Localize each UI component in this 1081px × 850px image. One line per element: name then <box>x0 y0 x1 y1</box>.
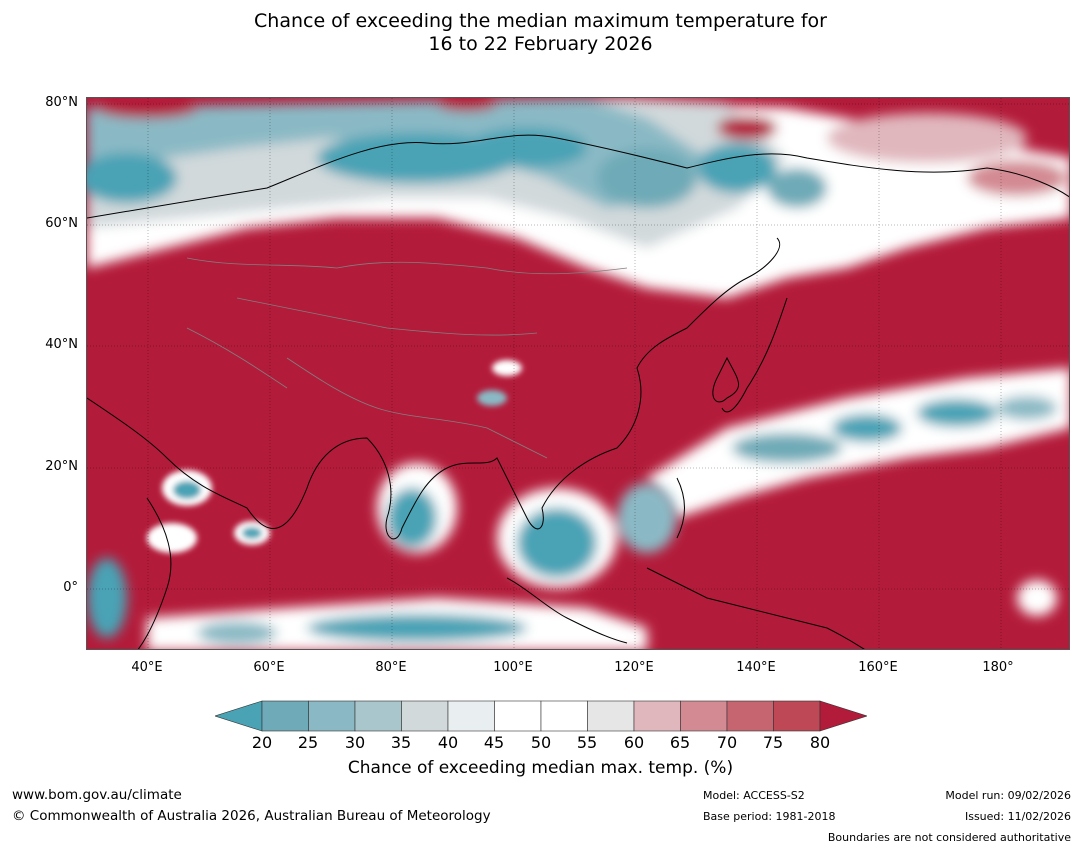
graticule <box>87 98 1069 649</box>
colorbar-tick-65: 65 <box>669 733 691 752</box>
colorbar-tick-60: 60 <box>623 733 645 752</box>
colorbar-tick-20: 20 <box>251 733 273 752</box>
colorbar-cell <box>308 700 356 732</box>
colorbar-tick-35: 35 <box>390 733 412 752</box>
colorbar-cells <box>215 700 867 732</box>
colorbar-cell <box>354 700 402 732</box>
southern-low-band <box>87 558 1057 649</box>
lon-label-140e: 140°E <box>736 660 776 675</box>
footer-url[interactable]: www.bom.gov.au/climate <box>12 787 182 803</box>
colorbar-tick-75: 75 <box>762 733 784 752</box>
colorbar-tick-25: 25 <box>297 733 319 752</box>
lon-label-180: 180° <box>982 660 1014 675</box>
colorbar-cell <box>773 700 821 732</box>
colorbar-tick-40: 40 <box>437 733 459 752</box>
coastlines <box>87 134 1069 649</box>
lon-label-80e: 80°E <box>375 660 407 675</box>
map-title-line1: Chance of exceeding the median maximum t… <box>254 10 827 32</box>
country-borders <box>186 257 628 459</box>
colorbar-cell <box>587 700 635 732</box>
footer-model: Model: ACCESS-S2 <box>703 789 805 802</box>
colorbar-tick-80: 80 <box>809 733 831 752</box>
colorbar-tick-30: 30 <box>344 733 366 752</box>
colorbar-cell <box>494 700 542 732</box>
colorbar-arrow-low <box>215 700 263 732</box>
lat-label-60n: 60°N <box>45 216 78 231</box>
probability-map <box>86 97 1070 650</box>
lat-label-0: 0° <box>63 580 78 595</box>
colorbar-tick-50: 50 <box>530 733 552 752</box>
lat-label-40n: 40°N <box>45 337 78 352</box>
colorbar-cell <box>726 700 774 732</box>
footer-model-run: Model run: 09/02/2026 <box>945 789 1071 802</box>
footer-copyright: © Commonwealth of Australia 2026, Austra… <box>12 808 491 824</box>
colorbar-cell <box>633 700 681 732</box>
lon-label-160e: 160°E <box>858 660 898 675</box>
colorbar-cell <box>401 700 449 732</box>
lon-label-40e: 40°E <box>131 660 163 675</box>
colorbar-cell <box>540 700 588 732</box>
lat-label-80n: 80°N <box>45 95 78 110</box>
lon-label-100e: 100°E <box>493 660 533 675</box>
colorbar <box>215 700 867 732</box>
map-svg <box>87 98 1069 649</box>
colorbar-cell <box>447 700 495 732</box>
map-title-line2: 16 to 22 February 2026 <box>428 33 653 55</box>
colorbar-label: Chance of exceeding median max. temp. (%… <box>347 758 734 778</box>
south-asia-low-region <box>377 463 677 588</box>
colorbar-cell <box>261 700 309 732</box>
footer-boundaries-note: Boundaries are not considered authoritat… <box>827 831 1071 844</box>
colorbar-cell <box>680 700 728 732</box>
colorbar-tick-45: 45 <box>483 733 505 752</box>
arabian-low-patches <box>147 360 522 553</box>
colorbar-arrow-high <box>819 700 867 732</box>
footer-base-period: Base period: 1981-2018 <box>703 810 836 823</box>
colorbar-tick-55: 55 <box>576 733 598 752</box>
lon-label-60e: 60°E <box>253 660 285 675</box>
footer-issued: Issued: 11/02/2026 <box>964 810 1071 823</box>
pacific-low-band <box>647 368 1069 518</box>
lat-label-20n: 20°N <box>45 459 78 474</box>
lon-label-120e: 120°E <box>614 660 654 675</box>
colorbar-tick-70: 70 <box>716 733 738 752</box>
